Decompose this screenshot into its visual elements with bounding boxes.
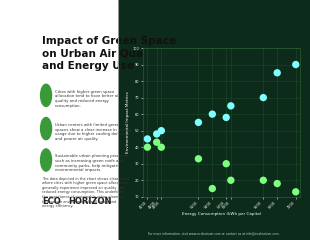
Point [293, 63, 298, 66]
Text: Impact of Green Space
on Urban Air Quality
and Energy Use: Impact of Green Space on Urban Air Quali… [42, 36, 176, 71]
Circle shape [41, 84, 51, 106]
Point [154, 132, 159, 136]
Text: HORIZON: HORIZON [68, 197, 112, 206]
Point [210, 112, 215, 116]
Text: Urban centers with limited green
spaces show a clear increase in energy
usage du: Urban centers with limited green spaces … [55, 123, 132, 141]
X-axis label: Energy Consumption (kWh per Capita): Energy Consumption (kWh per Capita) [182, 212, 261, 216]
Point [159, 145, 164, 149]
Circle shape [41, 149, 51, 171]
Point [154, 140, 159, 144]
Point [145, 145, 150, 149]
Y-axis label: Environmental Impact Metrics: Environmental Impact Metrics [126, 91, 130, 153]
Point [210, 187, 215, 191]
Circle shape [41, 118, 51, 140]
Point [196, 120, 201, 124]
Point [293, 190, 298, 194]
Text: The data depicted in the chart shows clear trend
where cities with higher green : The data depicted in the chart shows cle… [42, 177, 129, 208]
Point [159, 129, 164, 132]
Point [224, 115, 229, 119]
Point [275, 182, 280, 186]
Point [261, 96, 266, 100]
Point [224, 162, 229, 166]
Text: Sustainable urban planning practices,
such as increasing green roofs and
communi: Sustainable urban planning practices, su… [55, 155, 130, 172]
Point [196, 157, 201, 161]
Point [275, 71, 280, 75]
Text: For more information, visit www.ecohorizon.com or contact us at info@ecohorizon.: For more information, visit www.ecohoriz… [148, 231, 280, 235]
Text: Cities with higher green space
allocation tend to have better air
quality and re: Cities with higher green space allocatio… [55, 90, 120, 108]
Text: ECO: ECO [42, 197, 61, 206]
Point [261, 178, 266, 182]
Point [145, 137, 150, 141]
Point [228, 178, 233, 182]
Point [228, 104, 233, 108]
